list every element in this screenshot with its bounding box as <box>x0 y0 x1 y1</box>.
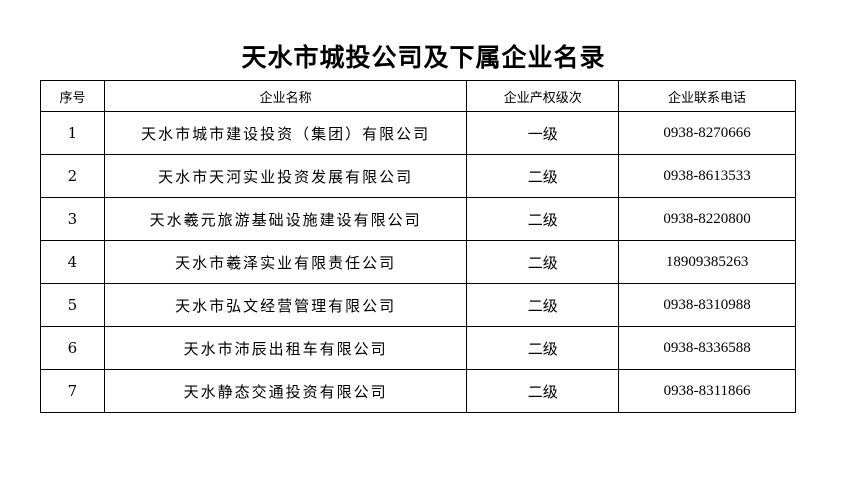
ownership-level: 一级 <box>466 111 620 155</box>
header-phone: 企业联系电话 <box>618 80 796 112</box>
page-title: 天水市城投公司及下属企业名录 <box>241 43 606 72</box>
company-name: 天水市羲泽实业有限责任公司 <box>103 240 468 284</box>
ownership-level: 二级 <box>466 326 620 370</box>
contact-phone: 0938-8220800 <box>618 197 796 241</box>
row-number: 7 <box>40 369 105 413</box>
company-name: 天水市弘文经营管理有限公司 <box>103 283 468 327</box>
table-row: 4 天水市羲泽实业有限责任公司 二级 18909385263 <box>40 240 796 284</box>
ownership-level: 二级 <box>466 283 620 327</box>
company-table: 序号 企业名称 企业产权级次 企业联系电话 1 天水市城市建设投资（集团）有限公司… <box>40 80 796 413</box>
ownership-level: 二级 <box>466 154 620 198</box>
row-number: 1 <box>40 111 105 155</box>
table-row: 1 天水市城市建设投资（集团）有限公司 一级 0938-8270666 <box>40 111 796 155</box>
header-level: 企业产权级次 <box>466 80 620 112</box>
ownership-level: 二级 <box>466 240 620 284</box>
contact-phone: 0938-8311866 <box>618 369 796 413</box>
row-number: 5 <box>40 283 105 327</box>
ownership-level: 二级 <box>466 369 620 413</box>
header-no: 序号 <box>40 80 105 112</box>
contact-phone: 0938-8270666 <box>618 111 796 155</box>
row-number: 4 <box>40 240 105 284</box>
company-name: 天水市城市建设投资（集团）有限公司 <box>103 111 468 155</box>
company-name: 天水市天河实业投资发展有限公司 <box>103 154 468 198</box>
row-number: 2 <box>40 154 105 198</box>
table-row: 6 天水市沛辰出租车有限公司 二级 0938-8336588 <box>40 326 796 370</box>
row-number: 6 <box>40 326 105 370</box>
company-name: 天水静态交通投资有限公司 <box>103 369 468 413</box>
table-row: 7 天水静态交通投资有限公司 二级 0938-8311866 <box>40 369 796 413</box>
contact-phone: 0938-8613533 <box>618 154 796 198</box>
row-number: 3 <box>40 197 105 241</box>
table-row: 5 天水市弘文经营管理有限公司 二级 0938-8310988 <box>40 283 796 327</box>
table-header-row: 序号 企业名称 企业产权级次 企业联系电话 <box>40 80 796 112</box>
company-name: 天水市沛辰出租车有限公司 <box>103 326 468 370</box>
contact-phone: 0938-8336588 <box>618 326 796 370</box>
company-name: 天水羲元旅游基础设施建设有限公司 <box>103 197 468 241</box>
ownership-level: 二级 <box>466 197 620 241</box>
table-row: 3 天水羲元旅游基础设施建设有限公司 二级 0938-8220800 <box>40 197 796 241</box>
table-row: 2 天水市天河实业投资发展有限公司 二级 0938-8613533 <box>40 154 796 198</box>
contact-phone: 0938-8310988 <box>618 283 796 327</box>
contact-phone: 18909385263 <box>618 240 796 284</box>
header-name: 企业名称 <box>103 80 468 112</box>
